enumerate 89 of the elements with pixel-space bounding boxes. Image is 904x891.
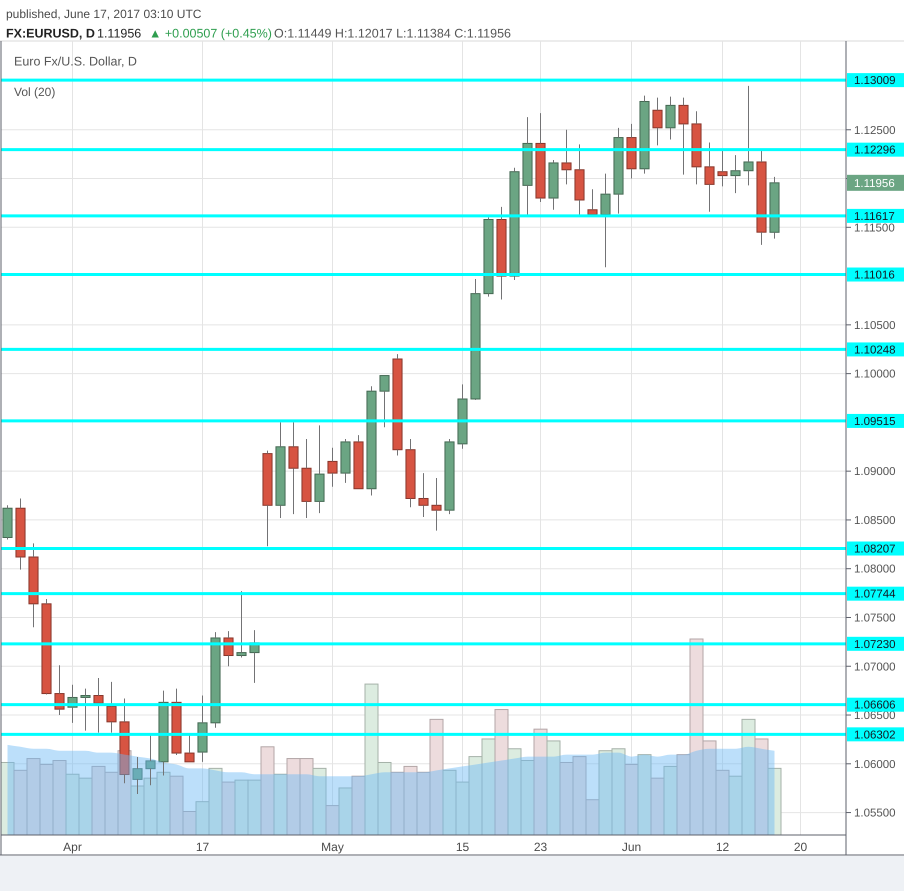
candlestick [626, 123, 637, 180]
ref-line-label: 1.12296 [854, 144, 896, 157]
candlestick [405, 438, 416, 508]
candlestick [600, 173, 611, 268]
candlestick [41, 598, 52, 696]
candlestick [691, 110, 702, 185]
y-tick-label: 1.10000 [854, 368, 896, 381]
y-tick-label: 1.09000 [854, 466, 896, 478]
chart-title: Vol (20) [14, 85, 56, 100]
text: 1.11956 [854, 178, 895, 190]
y-tick-label: 1.12500 [854, 124, 896, 137]
candlestick [548, 160, 559, 210]
candlestick [678, 97, 689, 176]
candlestick [366, 386, 377, 496]
y-tick-label: 1.05500 [854, 808, 896, 820]
y-tick-label: 1.10500 [854, 320, 896, 332]
chart-title: FX:EURUSD, D [6, 26, 95, 40]
candlestick [535, 112, 546, 202]
bar [338, 787, 352, 836]
x-tick-label: 20 [794, 840, 808, 854]
ref-line-label: 1.06302 [854, 729, 896, 742]
candlestick [392, 354, 403, 456]
x-tick-label: Jun [622, 840, 642, 854]
candlestick [340, 438, 351, 484]
candlestick [288, 422, 299, 515]
ref-line-label: 1.08207 [854, 544, 896, 556]
candlestick [756, 150, 767, 246]
y-tick-label: 1.08500 [854, 514, 896, 527]
candlestick [730, 154, 741, 194]
ref-line-label: 1.07230 [854, 638, 896, 651]
y-tick-label: 1.07500 [854, 612, 896, 625]
x-tick-label: Apr [63, 840, 82, 854]
candlestick [483, 217, 494, 298]
candlestick [470, 278, 481, 400]
candlestick [639, 95, 650, 174]
y-tick-label: 1.06000 [854, 758, 896, 771]
candlestick [665, 96, 676, 140]
x-tick-label: 17 [196, 840, 210, 854]
y-tick-label: 1.11500 [854, 222, 895, 234]
candlestick [236, 590, 247, 658]
bar [312, 768, 326, 836]
bar [352, 776, 366, 836]
x-tick-label: May [321, 840, 344, 854]
candlestick [301, 438, 312, 518]
bar [222, 782, 236, 836]
ref-line-label: 1.10248 [854, 344, 896, 356]
candlestick [457, 384, 468, 450]
bar [546, 740, 560, 836]
ref-line-label: 1.06606 [854, 700, 896, 712]
candlestick [704, 142, 715, 212]
candlestick [80, 688, 91, 732]
text: 1.11956 [97, 26, 142, 40]
candlestick [613, 127, 624, 214]
y-tick-label: 1.08000 [854, 564, 896, 576]
candlestick [418, 472, 429, 518]
x-tick-label: 15 [456, 840, 470, 854]
x-tick-label: 12 [716, 840, 730, 854]
ref-line-label: 1.11617 [854, 210, 895, 223]
bar [274, 774, 288, 836]
candlestick [574, 144, 585, 216]
candlestick [717, 150, 728, 187]
candlestick [314, 424, 325, 514]
text: Euro Fx/U.S. Dollar, D [14, 54, 137, 68]
text: ▲ +0.00507 (+0.45%) [149, 26, 272, 40]
candlestick [93, 677, 104, 734]
candlestick [15, 498, 26, 570]
ref-line-label: 1.07744 [854, 588, 896, 601]
candlestick [431, 477, 442, 532]
candlestick [496, 206, 507, 300]
ref-line-label: 1.09515 [854, 416, 896, 428]
candlestick [444, 438, 455, 515]
candlestick [743, 85, 754, 186]
y-tick-label: 1.07000 [854, 661, 896, 674]
candlestick [652, 97, 663, 146]
candlestick [262, 450, 273, 547]
candlestick [28, 542, 39, 628]
candlestick [106, 681, 117, 734]
ref-line-label: 1.13009 [854, 75, 896, 88]
text: O:1.11449 H:1.12017 L:1.11384 C:1.11956 [274, 26, 512, 40]
candlestick [275, 422, 286, 518]
candlestick [522, 116, 533, 216]
bar [650, 778, 664, 836]
x-tick-label: 23 [534, 840, 548, 854]
candlestick [561, 129, 572, 185]
candlestick [769, 176, 780, 240]
text: published, June 17, 2017 03:10 UTC [6, 7, 202, 22]
candlestick [210, 632, 221, 728]
candlestick [327, 447, 338, 488]
ref-line-label: 1.11016 [854, 270, 895, 282]
